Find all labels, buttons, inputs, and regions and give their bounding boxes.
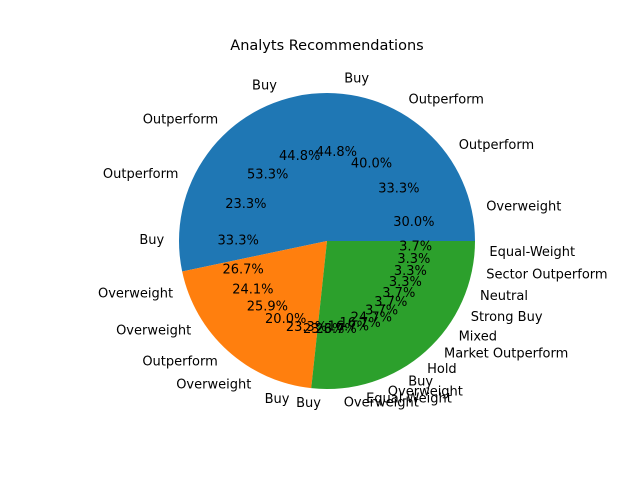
slice-label: Outperform xyxy=(143,112,218,127)
slice-percent-label: 3.7% xyxy=(365,304,398,319)
slice-percent-label: 33.3% xyxy=(218,233,259,248)
slice-label: Strong Buy xyxy=(471,310,543,325)
slice-percent-label: 23.3% xyxy=(225,197,266,212)
slice-label: Neutral xyxy=(480,289,528,304)
slice-percent-label: 26.7% xyxy=(222,263,263,278)
slice-label: Mixed xyxy=(459,329,497,344)
chart-title: Analyts Recommendations xyxy=(230,38,423,54)
slice-percent-label: 26.7% xyxy=(315,322,356,337)
slice-percent-label: 30.0% xyxy=(393,215,434,230)
slice-label: Buy xyxy=(252,79,277,94)
slice-label: Buy xyxy=(265,392,290,407)
slice-label: Buy xyxy=(408,375,433,390)
slice-label: Buy xyxy=(296,396,321,411)
outer-label-layer: Overweight Outperform Outperform Buy Buy Outp… xyxy=(98,72,608,412)
slice-percent-label: 3.7% xyxy=(374,295,407,310)
pct-label-layer: 30.0%33.3%40.0%44.8%44.8%53.3%23.3%33.3%… xyxy=(218,145,435,337)
slice-percent-label: 16.7% xyxy=(339,316,380,331)
wedge-layer xyxy=(178,92,475,389)
slice-label: Equal-Weight xyxy=(489,245,575,260)
slice-label: Sector Outperform xyxy=(486,267,607,282)
slice-percent-label: 25.9% xyxy=(247,299,288,314)
slice-label: Outperform xyxy=(103,167,178,182)
slice-percent-label: 33.3% xyxy=(378,181,419,196)
slice-label: Outperform xyxy=(459,138,534,153)
slice-percent-label: 3.7% xyxy=(382,286,415,301)
slice-label: Outperform xyxy=(142,354,217,369)
slice-percent-label: 24.7% xyxy=(351,311,392,326)
slice-percent-label: 44.8% xyxy=(279,149,320,164)
pie-wedge-1 xyxy=(178,92,475,272)
slice-percent-label: 3.3% xyxy=(389,275,422,290)
slice-label: Buy xyxy=(344,72,369,87)
slice-percent-label: 24.1% xyxy=(232,283,273,298)
slice-percent-label: 3.3% xyxy=(397,252,430,267)
slice-percent-label: 23.3% xyxy=(303,322,344,337)
slice-label: Overweight xyxy=(176,378,251,393)
pie-wedge-2 xyxy=(182,241,327,389)
slice-percent-label: 3.7% xyxy=(399,240,432,255)
slice-label: Overweight xyxy=(486,200,561,215)
slice-label: Overweight xyxy=(344,395,419,410)
slice-percent-label: 44.8% xyxy=(316,145,357,160)
slice-label: Equal-Weight xyxy=(366,392,452,407)
slice-percent-label: 23.3% xyxy=(286,320,327,335)
slice-percent-label: 20.0% xyxy=(265,312,306,327)
slice-label: Overweight xyxy=(388,385,463,400)
pie-wedge-3 xyxy=(311,241,475,389)
slice-percent-label: 40.0% xyxy=(351,157,392,172)
slice-label: Overweight xyxy=(116,323,191,338)
slice-label: Market Outperform xyxy=(444,347,568,362)
slice-label: Overweight xyxy=(98,287,173,302)
slice-label: Hold xyxy=(427,362,457,377)
slice-percent-label: 3.3% xyxy=(394,264,427,279)
slice-label: Outperform xyxy=(409,93,484,108)
slice-percent-label: 16.7% xyxy=(328,320,369,335)
slice-percent-label: 53.3% xyxy=(247,167,288,182)
slice-label: Buy xyxy=(139,233,164,248)
